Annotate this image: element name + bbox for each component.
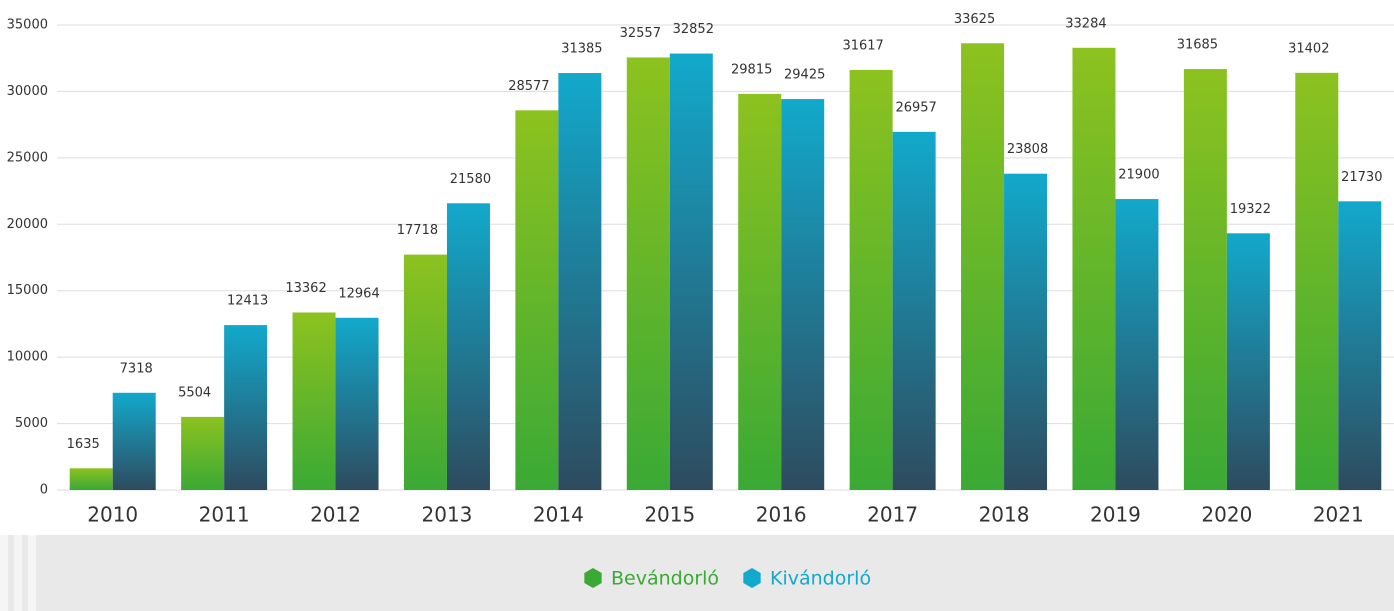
bar [1226,233,1270,490]
bar [1295,72,1339,490]
value-label: 28577 [508,79,549,94]
bar [669,53,713,490]
stripe [0,535,8,611]
value-label: 12964 [338,286,379,301]
value-label: 33284 [1065,16,1106,31]
value-label: 29815 [731,62,772,77]
legend-label: Kivándorló [770,568,871,590]
y-tick-label: 0 [40,483,48,498]
y-tick-label: 30000 [7,84,48,99]
y-tick-label: 15000 [7,283,48,298]
x-tick-label: 2020 [1201,503,1252,527]
stripe [14,535,22,611]
value-label: 26957 [895,100,936,115]
x-tick-label: 2016 [756,503,807,527]
bar [781,99,825,490]
x-tick-label: 2012 [310,503,361,527]
x-tick-label: 2015 [644,503,695,527]
x-tick-label: 2021 [1313,503,1364,527]
value-label: 21900 [1118,168,1159,183]
value-label: 31685 [1177,38,1218,53]
legend-band [0,535,1394,611]
x-tick-label: 2017 [867,503,918,527]
bar [849,69,893,491]
bar [403,254,447,490]
bar [335,317,379,490]
value-label: 31385 [561,42,602,57]
bar [446,203,490,490]
value-label: 32852 [673,22,714,37]
value-label: 32557 [620,26,661,41]
bar [892,131,936,490]
bar [961,43,1005,491]
bar [69,468,113,490]
legend-marker [743,568,761,588]
value-label: 31617 [842,38,883,53]
x-tick-label: 2011 [199,503,250,527]
bar [1115,199,1159,491]
x-tick-label: 2018 [979,503,1030,527]
y-tick-label: 20000 [7,217,48,232]
bar [181,416,225,490]
legend-marker [584,568,602,588]
legend-label: Bevándorló [611,568,719,590]
bar [224,325,268,490]
bar [1004,173,1048,490]
bar [626,57,670,490]
bar [515,110,559,491]
value-label: 13362 [285,281,326,296]
bar [1338,201,1382,490]
value-label: 21730 [1341,170,1382,185]
x-tick-label: 2014 [533,503,584,527]
y-tick-label: 25000 [7,150,48,165]
value-label: 5504 [178,385,211,400]
bar [1072,47,1116,491]
stripe [28,535,36,611]
value-label: 17718 [397,223,438,238]
bar [558,73,602,490]
value-label: 7318 [120,361,153,376]
bar [738,93,782,491]
y-tick-label: 10000 [7,350,48,365]
bar [112,392,156,490]
value-label: 12413 [227,294,268,309]
x-tick-label: 2019 [1090,503,1141,527]
value-label: 29425 [784,68,825,83]
value-label: 23808 [1007,142,1048,157]
value-label: 33625 [954,12,995,27]
y-tick-label: 35000 [7,18,48,33]
value-label: 19322 [1230,202,1271,217]
value-label: 21580 [450,172,491,187]
bar [1183,69,1227,490]
bar [292,312,336,490]
value-label: 1635 [67,437,100,452]
x-tick-label: 2013 [422,503,473,527]
x-tick-label: 2010 [87,503,138,527]
value-label: 31402 [1288,41,1329,56]
y-tick-label: 5000 [15,416,48,431]
